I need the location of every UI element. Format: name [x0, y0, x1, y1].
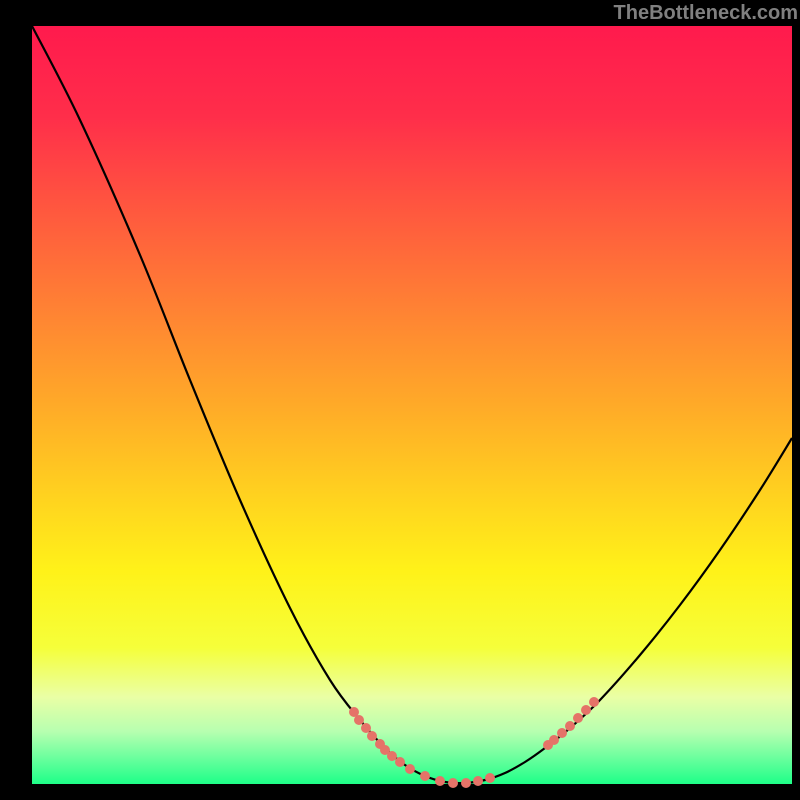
curve-marker [367, 731, 377, 741]
chart-svg [0, 0, 800, 800]
curve-marker [361, 723, 371, 733]
watermark-text: TheBottleneck.com [614, 2, 798, 25]
plot-background [32, 26, 792, 784]
curve-marker [405, 764, 415, 774]
curve-marker [573, 713, 583, 723]
chart-container: TheBottleneck.com [0, 0, 800, 800]
curve-marker [395, 757, 405, 767]
curve-marker [581, 705, 591, 715]
curve-marker [473, 776, 483, 786]
curve-marker [435, 776, 445, 786]
curve-marker [387, 751, 397, 761]
curve-marker [589, 697, 599, 707]
curve-marker [565, 721, 575, 731]
curve-marker [461, 778, 471, 788]
curve-marker [354, 715, 364, 725]
curve-marker [557, 728, 567, 738]
curve-marker [549, 735, 559, 745]
curve-marker [485, 773, 495, 783]
curve-marker [448, 778, 458, 788]
curve-marker [420, 771, 430, 781]
